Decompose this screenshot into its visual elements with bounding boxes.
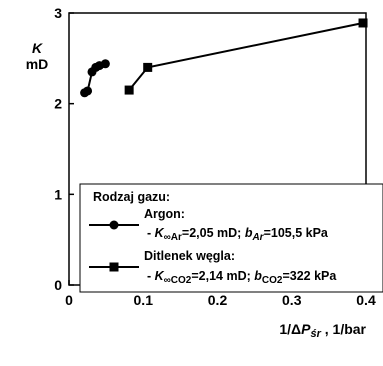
series-1-point-1: [143, 62, 153, 72]
y-tick-label-2: 2: [54, 96, 62, 112]
x-tick-label-3: 0.3: [282, 292, 302, 308]
legend-title: Rodzaj gazu:: [93, 190, 170, 204]
x-axis-prefix: 1/Δ: [279, 321, 301, 337]
x-tick-label-1: 0.1: [134, 292, 154, 308]
legend-argon-detail: - K∞Ar=2,05 mD; bAr=105,5 kPa: [147, 226, 329, 243]
series-1-point-2: [358, 18, 368, 28]
legend-co2-detail: - K∞CO2=2,14 mD; bCO2=322 kPa: [147, 269, 337, 286]
legend-argon-name: Argon:: [144, 207, 185, 221]
series-1-point-0: [124, 85, 134, 95]
y-axis-symbol: K: [32, 40, 43, 56]
legend-argon-marker: [109, 220, 119, 230]
x-axis-sub: śr: [310, 328, 321, 340]
y-tick-label-3: 3: [54, 5, 62, 21]
x-tick-label-2: 0.2: [208, 292, 228, 308]
x-axis-suffix: , 1/bar: [321, 321, 367, 337]
x-axis-title: 1/ΔPśr , 1/bar: [279, 321, 366, 340]
x-tick-label-0: 0: [65, 292, 73, 308]
y-axis-unit: mD: [26, 56, 49, 72]
y-tick-label-1: 1: [54, 186, 62, 202]
series-0-point-5: [100, 59, 110, 69]
legend: Rodzaj gazu: Argon: - K∞Ar=2,05 mD; bAr=…: [79, 183, 383, 293]
legend-co2-marker: [109, 262, 119, 272]
y-axis-title: K: [32, 40, 43, 56]
y-tick-label-0: 0: [54, 277, 62, 293]
series-points: [80, 18, 368, 98]
x-axis-symbol: P: [301, 321, 311, 337]
legend-box: [79, 183, 383, 293]
x-tick-label-4: 0.4: [356, 292, 376, 308]
series-0-point-1: [83, 86, 93, 96]
legend-co2-name: Ditlenek węgla:: [144, 249, 235, 263]
